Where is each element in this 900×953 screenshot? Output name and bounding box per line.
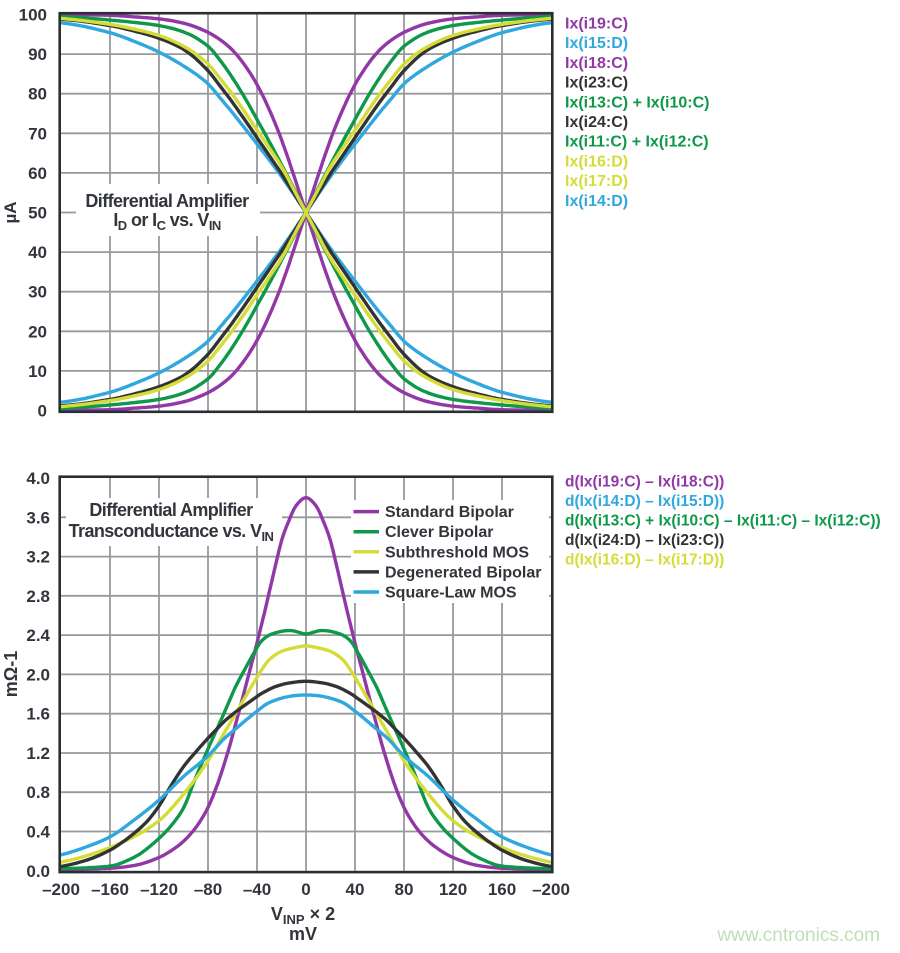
- svg-text:–200: –200: [42, 880, 80, 899]
- svg-text:www.cntronics.com: www.cntronics.com: [716, 925, 880, 946]
- svg-text:70: 70: [28, 124, 47, 143]
- svg-text:–160: –160: [91, 880, 129, 899]
- svg-text:Ix(i16:D): Ix(i16:D): [565, 153, 628, 170]
- svg-text:mV: mV: [289, 924, 317, 944]
- svg-text:ID or IC vs. VIN: ID or IC vs. VIN: [113, 210, 220, 233]
- svg-text:50: 50: [28, 204, 47, 223]
- svg-text:–200: –200: [532, 880, 570, 899]
- svg-text:d(Ix(i14:D) – Ix(i15:D)): d(Ix(i14:D) – Ix(i15:D)): [565, 493, 724, 510]
- svg-text:90: 90: [28, 45, 47, 64]
- svg-text:Ix(i15:D): Ix(i15:D): [565, 35, 628, 52]
- svg-text:Ix(i13:C) + Ix(i10:C): Ix(i13:C) + Ix(i10:C): [565, 94, 709, 111]
- svg-text:60: 60: [28, 164, 47, 183]
- svg-text:Ix(i17:D): Ix(i17:D): [565, 173, 628, 190]
- svg-text:Standard Bipolar: Standard Bipolar: [385, 504, 514, 521]
- svg-text:Transconductance vs. VIN: Transconductance vs. VIN: [69, 521, 274, 544]
- svg-text:Ix(i19:C): Ix(i19:C): [565, 16, 628, 33]
- svg-text:Ix(i14:D): Ix(i14:D): [565, 193, 628, 210]
- svg-text:–80: –80: [194, 880, 222, 899]
- svg-text:Ix(i11:C) + Ix(i12:C): Ix(i11:C) + Ix(i12:C): [565, 134, 709, 151]
- svg-text:40: 40: [28, 243, 47, 262]
- svg-text:3.6: 3.6: [26, 508, 50, 527]
- svg-text:4.0: 4.0: [26, 469, 50, 488]
- svg-text:2.0: 2.0: [26, 665, 50, 684]
- svg-text:1.6: 1.6: [26, 705, 50, 724]
- svg-text:Degenerated Bipolar: Degenerated Bipolar: [385, 564, 541, 581]
- svg-text:Subthreshold MOS: Subthreshold MOS: [385, 544, 529, 561]
- svg-text:120: 120: [439, 880, 467, 899]
- svg-text:–40: –40: [243, 880, 271, 899]
- svg-text:30: 30: [28, 283, 47, 302]
- svg-text:Ix(i23:C): Ix(i23:C): [565, 75, 628, 92]
- svg-text:–120: –120: [140, 880, 178, 899]
- svg-text:2.8: 2.8: [26, 587, 50, 606]
- svg-text:Differential Amplifier: Differential Amplifier: [85, 191, 249, 211]
- svg-text:2.4: 2.4: [26, 626, 50, 645]
- svg-text:160: 160: [488, 880, 516, 899]
- svg-text:80: 80: [28, 85, 47, 104]
- svg-text:0.0: 0.0: [26, 862, 50, 881]
- svg-text:d(Ix(i16:D) – Ix(i17:D)): d(Ix(i16:D) – Ix(i17:D)): [565, 552, 724, 569]
- svg-text:d(Ix(i24:D) – Ix(i23:C)): d(Ix(i24:D) – Ix(i23:C)): [565, 532, 724, 549]
- svg-text:3.2: 3.2: [26, 548, 50, 567]
- svg-text:d(Ix(i13:C) + Ix(i10:C) – Ix(i: d(Ix(i13:C) + Ix(i10:C) – Ix(i11:C) – Ix…: [565, 513, 881, 530]
- svg-text:0.8: 0.8: [26, 783, 50, 802]
- svg-text:mΩ-1: mΩ-1: [1, 651, 21, 697]
- svg-text:0.4: 0.4: [26, 823, 50, 842]
- svg-text:Differential Amplifier: Differential Amplifier: [89, 500, 253, 520]
- svg-text:0: 0: [38, 402, 47, 421]
- svg-text:20: 20: [28, 322, 47, 341]
- svg-text:100: 100: [19, 6, 47, 25]
- svg-text:Ix(i24:C): Ix(i24:C): [565, 114, 628, 131]
- svg-text:Ix(i18:C): Ix(i18:C): [565, 55, 628, 72]
- svg-text:10: 10: [28, 362, 47, 381]
- svg-text:0: 0: [301, 880, 310, 899]
- svg-text:d(Ix(i19:C) – Ix(i18:C)): d(Ix(i19:C) – Ix(i18:C)): [565, 474, 724, 491]
- svg-text:Square-Law MOS: Square-Law MOS: [385, 585, 517, 602]
- svg-text:40: 40: [346, 880, 365, 899]
- svg-text:µA: µA: [1, 201, 20, 223]
- svg-text:80: 80: [395, 880, 414, 899]
- svg-text:1.2: 1.2: [26, 744, 50, 763]
- svg-text:Clever Bipolar: Clever Bipolar: [385, 524, 493, 541]
